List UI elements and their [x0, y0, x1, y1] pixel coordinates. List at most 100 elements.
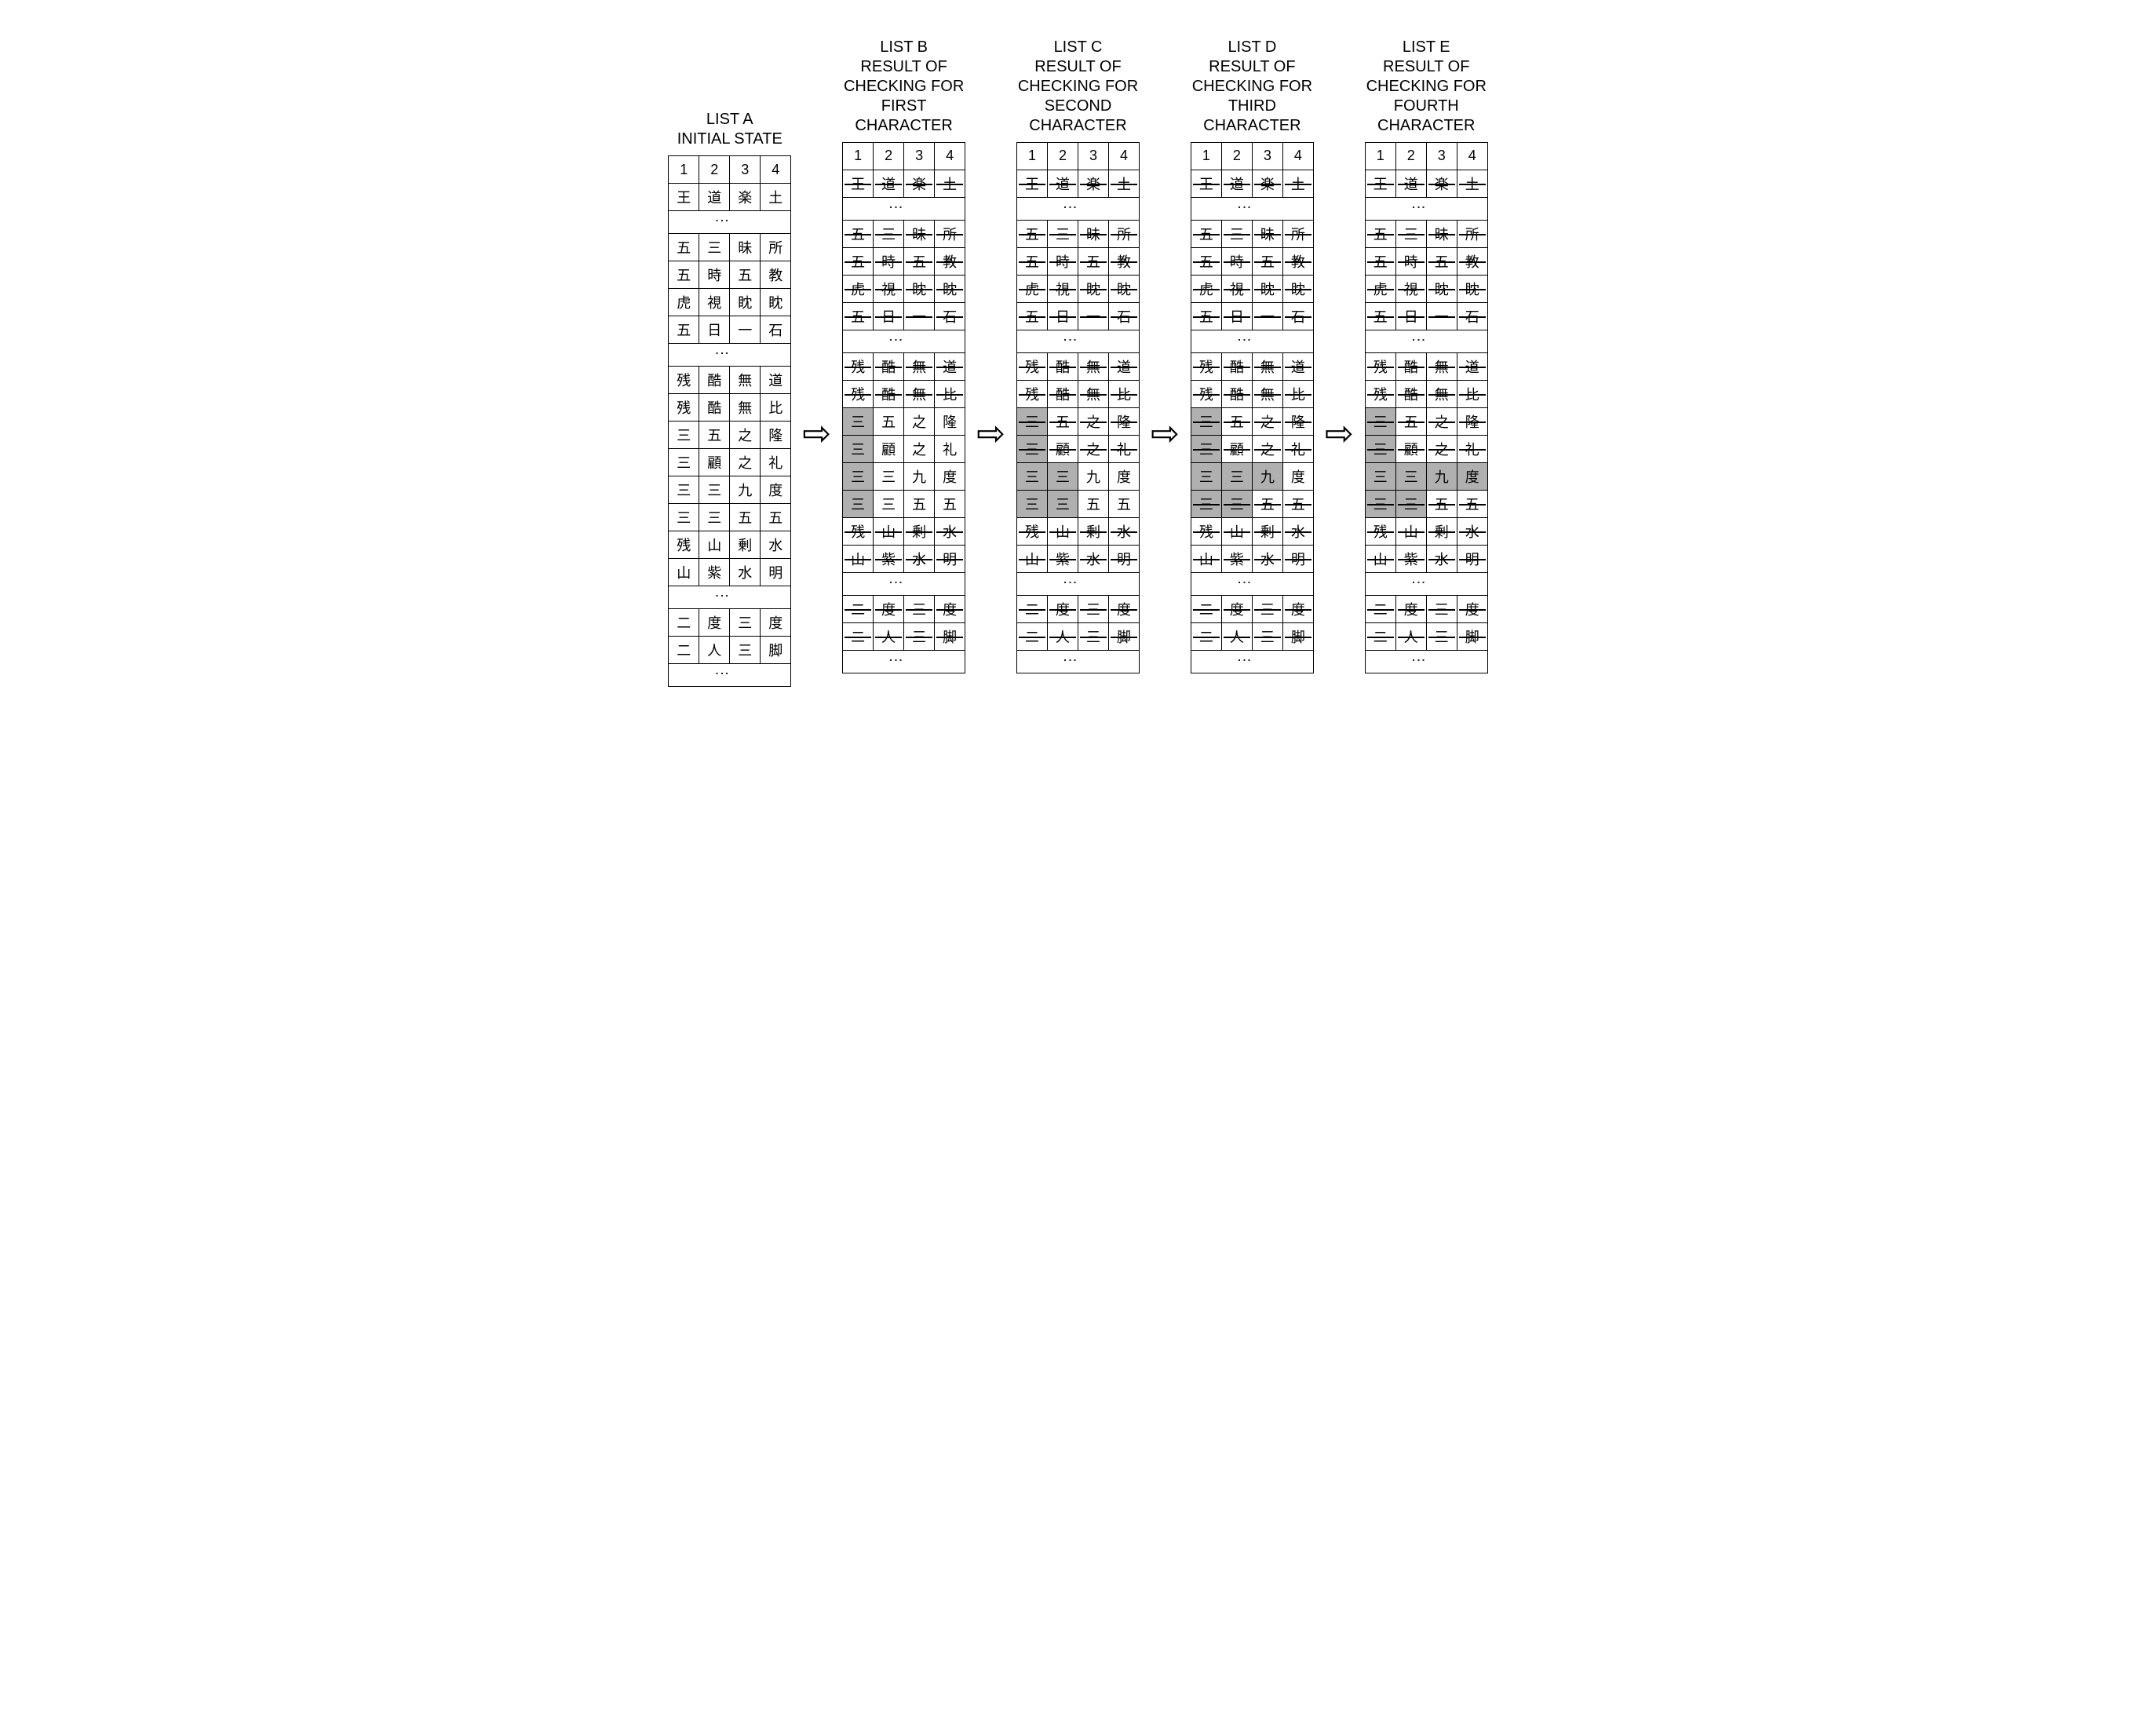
cell: 三 [904, 622, 935, 650]
cell: 一 [1426, 302, 1457, 330]
cell: 二 [1365, 595, 1395, 622]
cell: 酷 [699, 367, 730, 394]
ellipsis: ⋮ [699, 586, 730, 609]
cell: 三 [1048, 220, 1078, 247]
cell: 三 [730, 609, 761, 637]
ellipsis: ⋮ [1395, 330, 1426, 352]
cell: 道 [1109, 352, 1140, 380]
list-table: 1234王道楽土⋮五三昧所五時五教虎視眈眈五日一石⋮残酷無道残酷無比三五之隆三顧… [842, 142, 965, 673]
cell: 剰 [730, 531, 761, 559]
cell: 三 [1221, 462, 1252, 490]
cell: 九 [1426, 462, 1457, 490]
list-panel: LIST A INITIAL STATE1234王道楽土⋮五三昧所五時五教虎視眈… [668, 24, 791, 687]
cell: 二 [1365, 622, 1395, 650]
cell: 之 [1252, 407, 1282, 435]
cell: 九 [730, 476, 761, 504]
cell: 脚 [761, 637, 791, 664]
cell: 酷 [699, 394, 730, 422]
cell: 残 [843, 380, 874, 407]
cell: 五 [843, 302, 874, 330]
col-header: 1 [1017, 142, 1048, 170]
cell: 石 [1282, 302, 1313, 330]
cell: 明 [761, 559, 791, 586]
ellipsis: ⋮ [874, 650, 904, 673]
cell: 山 [843, 545, 874, 572]
list-table: 1234王道楽土⋮五三昧所五時五教虎視眈眈五日一石⋮残酷無道残酷無比三五之隆三顧… [1365, 142, 1488, 673]
cell: 顧 [1048, 435, 1078, 462]
ellipsis: ⋮ [699, 344, 730, 367]
cell: 二 [669, 637, 699, 664]
panel-title: LIST C RESULT OF CHECKING FOR SECOND CHA… [1018, 38, 1138, 136]
cell: 教 [1109, 247, 1140, 275]
cell: 三 [1365, 462, 1395, 490]
cell: 水 [1252, 545, 1282, 572]
cell: 比 [935, 380, 965, 407]
cell: 礼 [935, 435, 965, 462]
cell: 紫 [1221, 545, 1252, 572]
cell: 隆 [935, 407, 965, 435]
arrow-icon: ⇨ [975, 417, 1007, 451]
cell: 三 [1017, 462, 1048, 490]
cell: 時 [1048, 247, 1078, 275]
cell: 隆 [1457, 407, 1487, 435]
cell: 山 [669, 559, 699, 586]
cell: 度 [1395, 595, 1426, 622]
cell: 五 [669, 234, 699, 261]
cell: 残 [1365, 517, 1395, 545]
cell: 水 [904, 545, 935, 572]
cell: 二 [843, 595, 874, 622]
ellipsis: ⋮ [1048, 330, 1078, 352]
col-header: 2 [1395, 142, 1426, 170]
col-header: 3 [730, 156, 761, 184]
cell: 日 [1221, 302, 1252, 330]
cell: 二 [843, 622, 874, 650]
cell: 無 [1252, 352, 1282, 380]
cell: 石 [761, 316, 791, 344]
cell: 三 [1017, 407, 1048, 435]
cell: 山 [1365, 545, 1395, 572]
panel-title: LIST D RESULT OF CHECKING FOR THIRD CHAR… [1192, 38, 1312, 136]
col-header: 3 [1252, 142, 1282, 170]
cell: 視 [699, 289, 730, 316]
cell: 残 [1365, 380, 1395, 407]
cell: 水 [1426, 545, 1457, 572]
cell: 道 [935, 352, 965, 380]
cell: 三 [669, 476, 699, 504]
cell: 一 [904, 302, 935, 330]
cell: 眈 [1078, 275, 1109, 302]
cell: 教 [935, 247, 965, 275]
cell: 脚 [1109, 622, 1140, 650]
cell: 人 [874, 622, 904, 650]
cell: 之 [730, 422, 761, 449]
cell: 五 [1017, 302, 1048, 330]
cell: 眈 [761, 289, 791, 316]
cell: 度 [1457, 595, 1487, 622]
cell: 道 [1221, 170, 1252, 197]
cell: 残 [843, 352, 874, 380]
cell: 之 [1078, 435, 1109, 462]
cell: 顧 [699, 449, 730, 476]
ellipsis: ⋮ [1048, 572, 1078, 595]
cell: 三 [1395, 462, 1426, 490]
ellipsis: ⋮ [1395, 572, 1426, 595]
cell: 昧 [1426, 220, 1457, 247]
cell: 度 [1457, 462, 1487, 490]
panel-title: LIST E RESULT OF CHECKING FOR FOURTH CHA… [1366, 38, 1487, 136]
cell: 日 [1395, 302, 1426, 330]
cell: 教 [1457, 247, 1487, 275]
cell: 人 [1048, 622, 1078, 650]
cell: 明 [1109, 545, 1140, 572]
cell: 楽 [904, 170, 935, 197]
cell: 眈 [1457, 275, 1487, 302]
cell: 度 [1109, 595, 1140, 622]
cell: 山 [1221, 517, 1252, 545]
col-header: 4 [1457, 142, 1487, 170]
cell: 五 [1365, 247, 1395, 275]
cell: 度 [761, 476, 791, 504]
cell: 三 [1078, 595, 1109, 622]
cell: 三 [1191, 462, 1221, 490]
cell: 五 [1282, 490, 1313, 517]
cell: 五 [1048, 407, 1078, 435]
cell: 道 [874, 170, 904, 197]
cell: 無 [1426, 380, 1457, 407]
